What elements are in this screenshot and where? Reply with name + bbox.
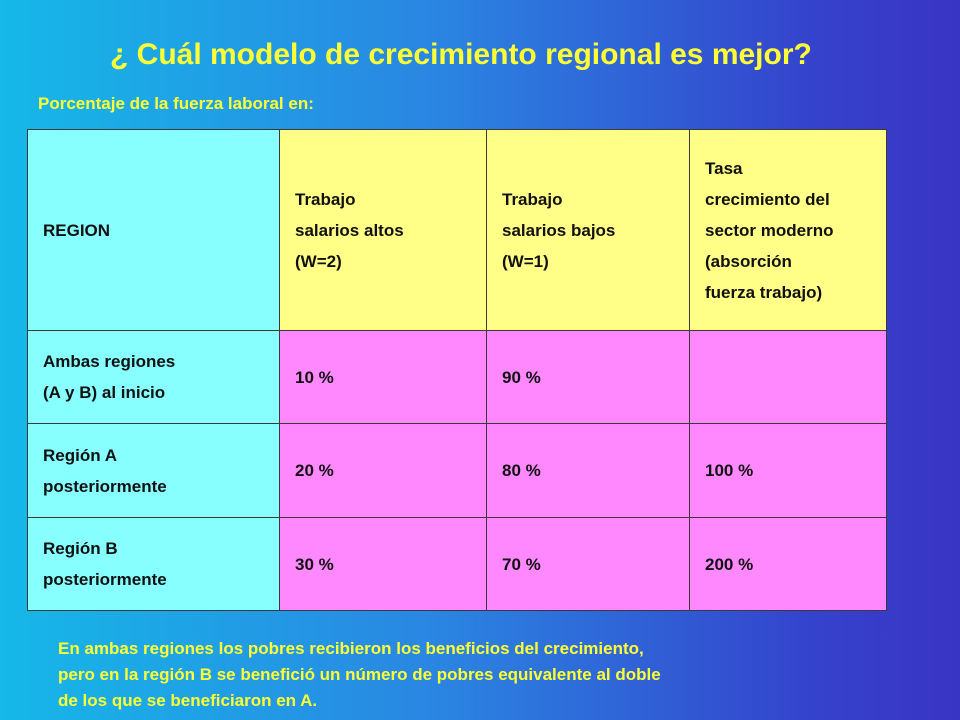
page-title: ¿ Cuál modelo de crecimiento regional es… (110, 38, 812, 71)
cell-low-wage: 70 % (486, 517, 690, 611)
labor-force-table: REGION Trabajo salarios altos (W=2) Trab… (27, 129, 887, 611)
header-region: REGION (27, 129, 280, 331)
cell-growth-rate (689, 330, 887, 424)
table-subtitle: Porcentaje de la fuerza laboral en: (38, 94, 314, 113)
row-region-label: Ambas regiones (A y B) al inicio (27, 330, 280, 424)
header-high-wage: Trabajo salarios altos (W=2) (279, 129, 487, 331)
cell-high-wage: 20 % (279, 423, 487, 518)
table-row: Región B posteriormente 30 % 70 % 200 % (27, 517, 887, 611)
header-growth-rate: Tasa crecimiento del sector moderno (abs… (689, 129, 887, 331)
table-row: Región A posteriormente 20 % 80 % 100 % (27, 423, 887, 518)
cell-high-wage: 10 % (279, 330, 487, 424)
cell-low-wage: 80 % (486, 423, 690, 518)
cell-growth-rate: 100 % (689, 423, 887, 518)
cell-low-wage: 90 % (486, 330, 690, 424)
row-region-label: Región B posteriormente (27, 517, 280, 611)
cell-growth-rate: 200 % (689, 517, 887, 611)
table-row: Ambas regiones (A y B) al inicio 10 % 90… (27, 330, 887, 424)
header-low-wage: Trabajo salarios bajos (W=1) (486, 129, 690, 331)
table-header-row: REGION Trabajo salarios altos (W=2) Trab… (27, 129, 887, 331)
cell-high-wage: 30 % (279, 517, 487, 611)
conclusion-text: En ambas regiones los pobres recibieron … (58, 639, 661, 710)
row-region-label: Región A posteriormente (27, 423, 280, 518)
